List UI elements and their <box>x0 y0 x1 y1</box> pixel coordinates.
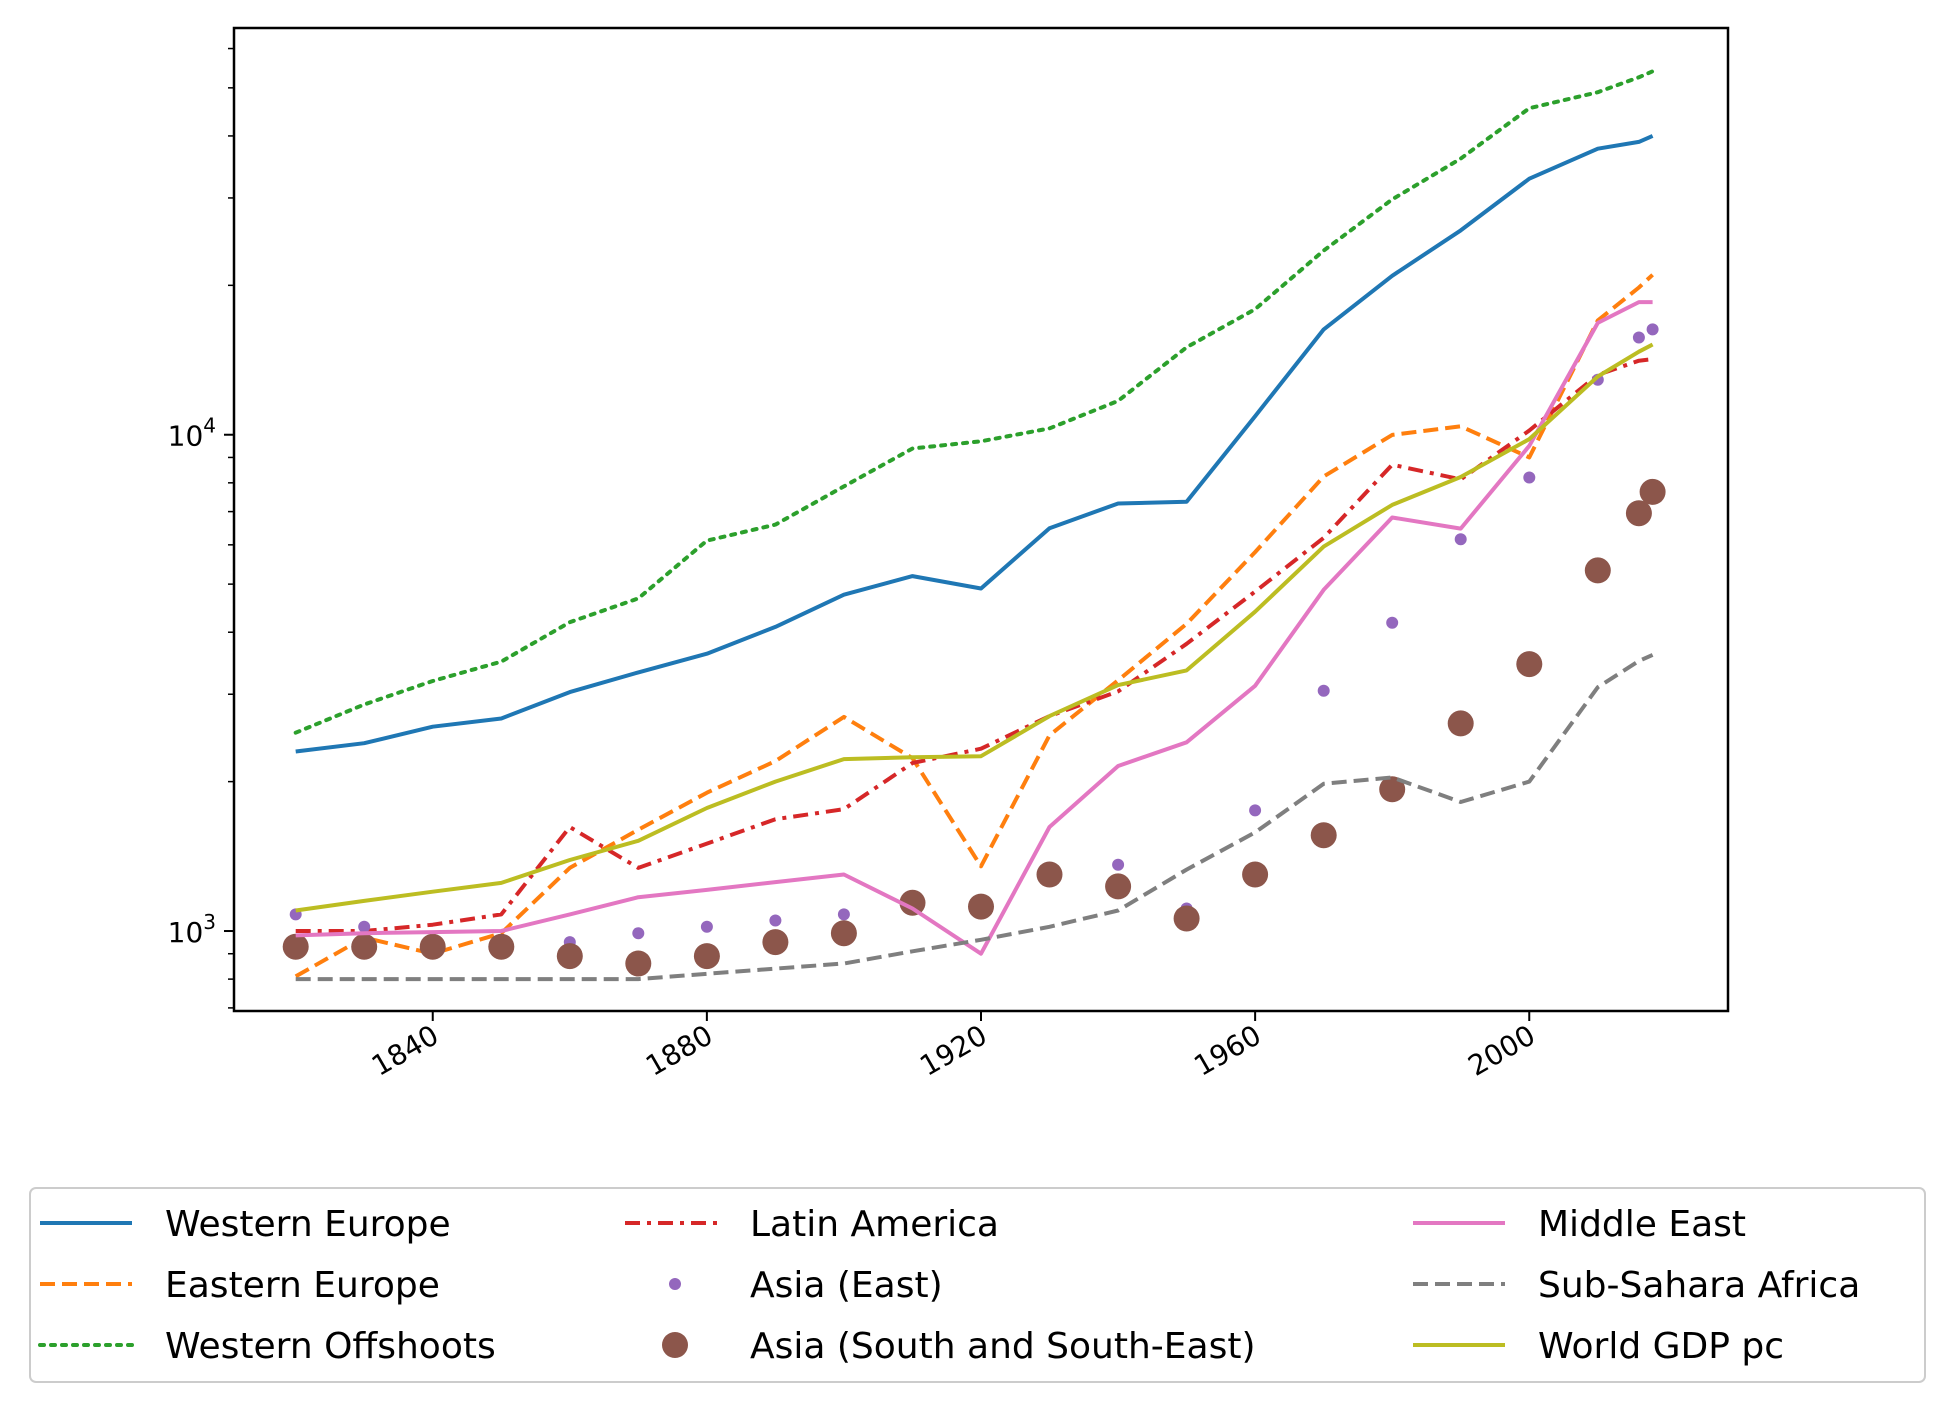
legend-item-sub-sahara-africa: Sub-Sahara Africa <box>1413 1265 1860 1306</box>
data-point <box>1632 331 1645 344</box>
legend-item-eastern-europe: Eastern Europe <box>40 1265 440 1306</box>
data-point <box>837 908 850 921</box>
legend: Western Europe Eastern Europe Western Offs… <box>29 1187 1926 1383</box>
data-point <box>1646 323 1659 336</box>
data-point <box>358 920 371 933</box>
legend-item-western-europe: Western Europe <box>40 1204 451 1245</box>
data-point <box>1447 710 1474 737</box>
data-point <box>1173 905 1200 932</box>
legend-box <box>29 1187 1926 1383</box>
data-point <box>899 889 926 916</box>
data-point <box>1516 651 1543 678</box>
data-point <box>1310 822 1337 849</box>
x-tick-label: 1960 <box>1188 1018 1266 1082</box>
data-point <box>1105 873 1132 900</box>
data-point <box>282 933 309 960</box>
data-point <box>762 929 789 956</box>
data-point <box>556 943 583 970</box>
data-point <box>625 950 652 977</box>
data-point <box>1639 478 1666 505</box>
legend-item-middle-east: Middle East <box>1413 1204 1746 1245</box>
data-point <box>1386 616 1399 629</box>
data-point <box>968 893 994 920</box>
legend-label: World GDP pc <box>1538 1326 1784 1367</box>
y-tick-label: 103 <box>168 910 216 949</box>
x-tick-label: 1880 <box>640 1018 718 1082</box>
series-line-western-offshoots <box>293 69 1655 735</box>
legend-label: Asia (East) <box>750 1265 943 1306</box>
legend-label: Western Offshoots <box>165 1326 496 1367</box>
data-point <box>632 927 645 940</box>
legend-label: Western Europe <box>165 1204 451 1245</box>
x-tick-label: 2000 <box>1463 1018 1541 1082</box>
legend-label: Eastern Europe <box>165 1265 440 1306</box>
series-asia-south-and-south-east <box>282 478 1666 977</box>
legend-label: Latin America <box>750 1204 999 1245</box>
series-line-eastern-europe <box>294 273 1654 979</box>
series-layer <box>282 69 1666 982</box>
data-point <box>1112 858 1125 871</box>
legend-label: Sub-Sahara Africa <box>1538 1265 1860 1306</box>
x-tick-label: 1840 <box>366 1018 444 1082</box>
legend-item-asia-east: Asia (East) <box>669 1265 943 1306</box>
legend-item-asia-south-and-south-east: Asia (South and South-East) <box>662 1326 1256 1367</box>
data-point <box>351 933 378 960</box>
data-point <box>830 920 857 947</box>
series-line-western-europe <box>295 134 1654 754</box>
series-line-world-gdp-pc <box>295 342 1654 913</box>
data-point <box>1379 776 1406 803</box>
data-point <box>769 914 782 927</box>
data-point <box>1454 533 1467 546</box>
legend-marker <box>669 1278 681 1290</box>
series-line-middle-east <box>295 300 1653 956</box>
data-point <box>693 943 720 970</box>
data-point <box>1242 861 1269 888</box>
data-point <box>1625 500 1652 527</box>
data-point <box>488 933 515 960</box>
legend-item-world-gdp-pc: World GDP pc <box>1413 1326 1784 1367</box>
y-tick-label: 104 <box>168 414 216 453</box>
legend-label: Asia (South and South-East) <box>750 1326 1256 1367</box>
series-line-latin-america <box>295 357 1653 933</box>
x-tick-label: 1920 <box>914 1018 992 1082</box>
legend-item-western-offshoots: Western Offshoots <box>38 1326 496 1367</box>
legend-marker <box>662 1332 688 1358</box>
legend-label: Middle East <box>1538 1204 1746 1245</box>
data-point <box>700 920 713 933</box>
data-point <box>1523 471 1536 484</box>
data-point <box>1036 861 1063 888</box>
data-point <box>1249 804 1262 817</box>
data-point <box>419 933 446 960</box>
legend-item-latin-america: Latin America <box>625 1204 999 1245</box>
data-point <box>1317 684 1330 697</box>
data-point <box>1584 557 1611 584</box>
